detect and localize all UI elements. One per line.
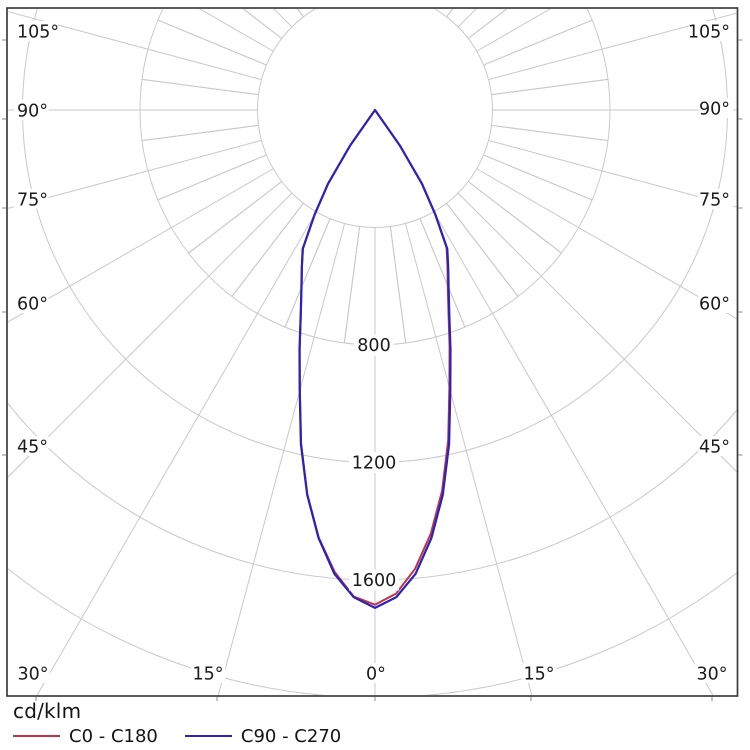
angle-label-right-4: 45° <box>699 438 730 458</box>
legend-line-swatch <box>13 735 60 737</box>
angle-label-bg <box>698 98 733 118</box>
angle-label-bottom-4: 30° <box>696 665 727 685</box>
legend-line-swatch <box>184 735 232 737</box>
legend-rows: C0 - C180 C90 - C270 <box>13 725 368 747</box>
grid-major-spoke <box>433 211 714 695</box>
angle-label-bg <box>14 293 49 313</box>
angle-label-left-3: 60° <box>17 295 48 315</box>
angle-label-bg <box>15 663 51 683</box>
angle-label-right-3: 60° <box>699 295 730 315</box>
legend-unit-label: cd/klm <box>13 699 82 723</box>
grid-major-spoke <box>457 192 737 473</box>
border-ticks <box>2 39 743 701</box>
angle-label-bg <box>14 436 49 456</box>
legend-label: C90 - C270 <box>240 725 342 747</box>
angle-label-bottom-0: 30° <box>17 665 48 685</box>
angle-label-bg <box>698 189 733 209</box>
ring-label-bg <box>349 452 399 473</box>
grid-minor-spoke <box>483 19 593 66</box>
grid-minor-spoke <box>188 181 283 254</box>
angle-label-right-2: 75° <box>699 191 730 211</box>
angle-label-right-0: 105° <box>688 23 730 43</box>
grid-major-spoke <box>476 168 737 320</box>
grid-major-spoke <box>0 0 316 8</box>
grid-minor-spoke <box>141 78 259 96</box>
ring-labels: 800 1200 1600 <box>349 334 399 591</box>
grid-minor-spoke <box>467 9 508 39</box>
grid-major-spoke <box>8 139 262 209</box>
grid-minor-spoke <box>285 0 330 1</box>
legend: cd/klm C0 - C180 C90 - C270 <box>13 699 368 747</box>
angle-label-bg <box>14 100 49 120</box>
angle-label-bg <box>14 21 58 41</box>
grid-minor-spoke <box>483 154 593 201</box>
angle-label-bg <box>698 293 733 313</box>
legend-entry-1: C90 - C270 <box>184 725 342 747</box>
grid-minor-spoke <box>491 78 609 96</box>
angle-label-bg <box>694 663 730 683</box>
grid-minor-spoke <box>389 226 407 344</box>
angle-label-left-1: 90° <box>17 102 48 122</box>
angle-label-right-1: 90° <box>699 100 730 120</box>
grid-minor-spoke <box>157 19 267 66</box>
angle-label-bg <box>363 663 389 683</box>
legend-entry-0: C0 - C180 <box>13 726 158 747</box>
curves <box>298 108 452 610</box>
grid-major-spoke <box>404 223 533 695</box>
ring-label-bg <box>349 569 399 591</box>
grid-minor-spoke <box>157 154 267 201</box>
angle-label-bottom-1: 15° <box>192 665 223 685</box>
angle-label-bg <box>698 436 733 456</box>
grid-minor-spoke <box>242 9 283 39</box>
angle-label-bottom-3: 15° <box>523 665 554 685</box>
grid-minor-spoke <box>467 181 562 254</box>
angle-label-bottom-2: 0° <box>366 665 386 685</box>
grid-major-spoke <box>8 11 262 81</box>
angle-label-bg <box>521 663 557 683</box>
grid-major-spoke <box>217 223 346 695</box>
ring-label-bg <box>354 334 394 356</box>
grid-major-spoke <box>36 211 317 695</box>
grid-minor-spoke <box>419 218 466 328</box>
grid-minor-spoke <box>491 124 609 142</box>
ring-label-1600: 1600 <box>352 571 397 591</box>
angle-label-left-4: 45° <box>17 438 48 458</box>
grid-minor-spoke <box>420 0 465 1</box>
legend-label: C0 - C180 <box>69 725 158 747</box>
grid-major-spoke <box>488 139 737 208</box>
grid-major-spoke <box>488 12 737 81</box>
curve-c90-c270 <box>298 108 452 610</box>
grid-minor-spoke <box>420 0 465 1</box>
angle-labels: 105° 90° 75° 60° 45° 105° 90° 75° 60° 45° 30° 15° 0°… <box>14 21 733 685</box>
plot-border <box>6 7 739 697</box>
grid-major-spoke <box>8 192 293 478</box>
angle-label-bg <box>689 21 733 41</box>
angle-label-left-2: 75° <box>17 191 48 211</box>
grid-minor-spoke <box>285 0 330 1</box>
grid-minor-spoke <box>231 202 304 297</box>
angle-label-bg <box>190 663 226 683</box>
angle-label-left-0: 105° <box>17 23 59 43</box>
grid-minor-spoke <box>446 202 519 297</box>
ring-label-800: 800 <box>357 336 390 356</box>
grid-minor-spoke <box>343 226 361 344</box>
angle-label-bg <box>14 189 49 209</box>
grid-minor-spoke <box>141 124 259 142</box>
grid-major-spoke <box>8 168 274 323</box>
grid-major-spoke <box>434 0 750 8</box>
grid-minor-spoke <box>284 218 331 328</box>
ring-label-1200: 1200 <box>352 454 397 474</box>
